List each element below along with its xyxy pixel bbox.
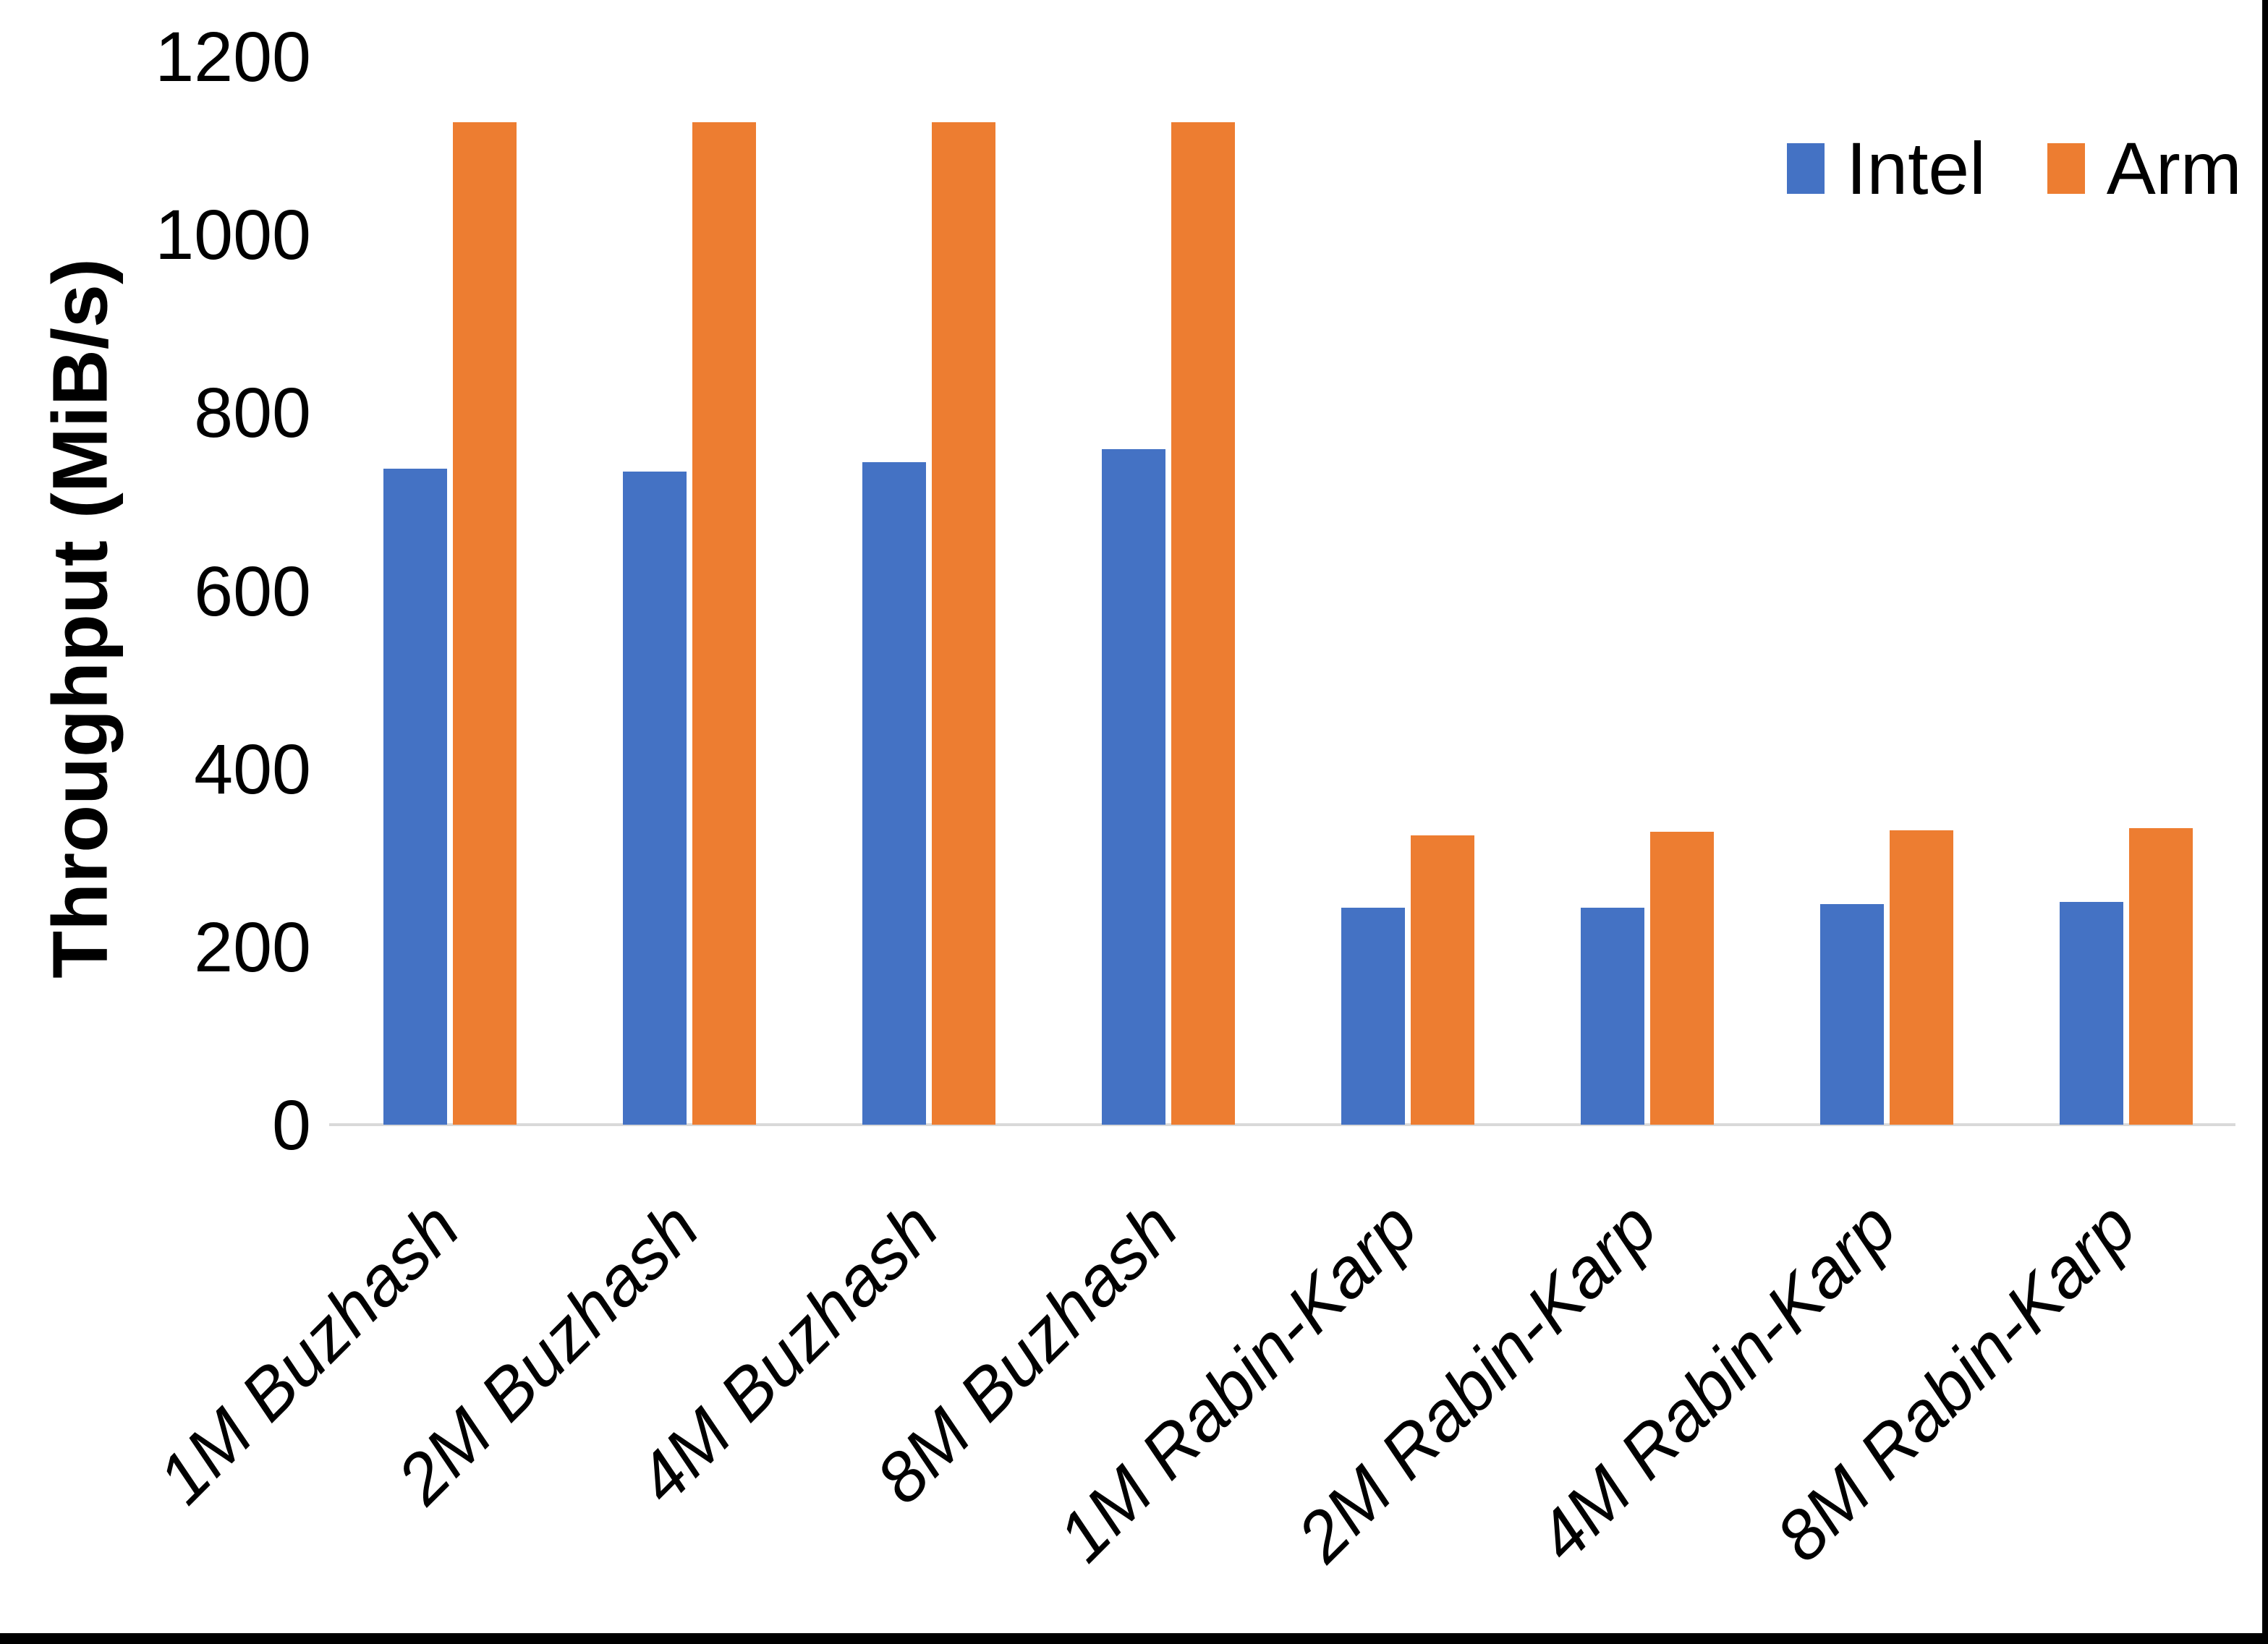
bar-arm-5	[1411, 835, 1474, 1125]
bar-intel-3	[862, 462, 926, 1125]
bar-intel-6	[1581, 908, 1644, 1125]
legend-swatch-arm	[2047, 142, 2085, 194]
bar-arm-1	[453, 122, 517, 1125]
y-tick-label-400: 400	[194, 729, 311, 809]
legend-item-arm: Arm	[2047, 132, 2242, 205]
legend-label-arm: Arm	[2106, 127, 2242, 210]
y-tick-label-200: 200	[194, 907, 311, 987]
y-tick-label-600: 600	[194, 551, 311, 631]
legend-swatch-intel	[1787, 142, 1825, 194]
bar-intel-1	[383, 469, 447, 1125]
y-tick-label-1000: 1000	[155, 195, 311, 275]
legend: Intel Arm	[1787, 132, 2242, 205]
bar-intel-4	[1102, 449, 1165, 1125]
bar-arm-4	[1171, 122, 1235, 1125]
bar-intel-2	[623, 472, 687, 1125]
bar-arm-2	[692, 122, 756, 1125]
bar-arm-7	[1890, 830, 1953, 1125]
x-axis-line	[329, 1123, 2235, 1126]
y-tick-label-800: 800	[194, 373, 311, 453]
bottom-border	[0, 1633, 2268, 1644]
bar-intel-8	[2060, 902, 2123, 1125]
legend-item-intel: Intel	[1787, 132, 1986, 205]
y-tick-label-0: 0	[272, 1086, 311, 1164]
bar-arm-8	[2129, 828, 2193, 1125]
y-tick-label-1200: 1200	[155, 17, 311, 96]
bar-arm-3	[932, 122, 995, 1125]
bar-intel-5	[1341, 908, 1405, 1125]
bar-arm-6	[1650, 832, 1714, 1125]
right-border	[2262, 0, 2268, 1644]
bar-intel-7	[1820, 904, 1884, 1125]
legend-label-intel: Intel	[1846, 127, 1986, 210]
